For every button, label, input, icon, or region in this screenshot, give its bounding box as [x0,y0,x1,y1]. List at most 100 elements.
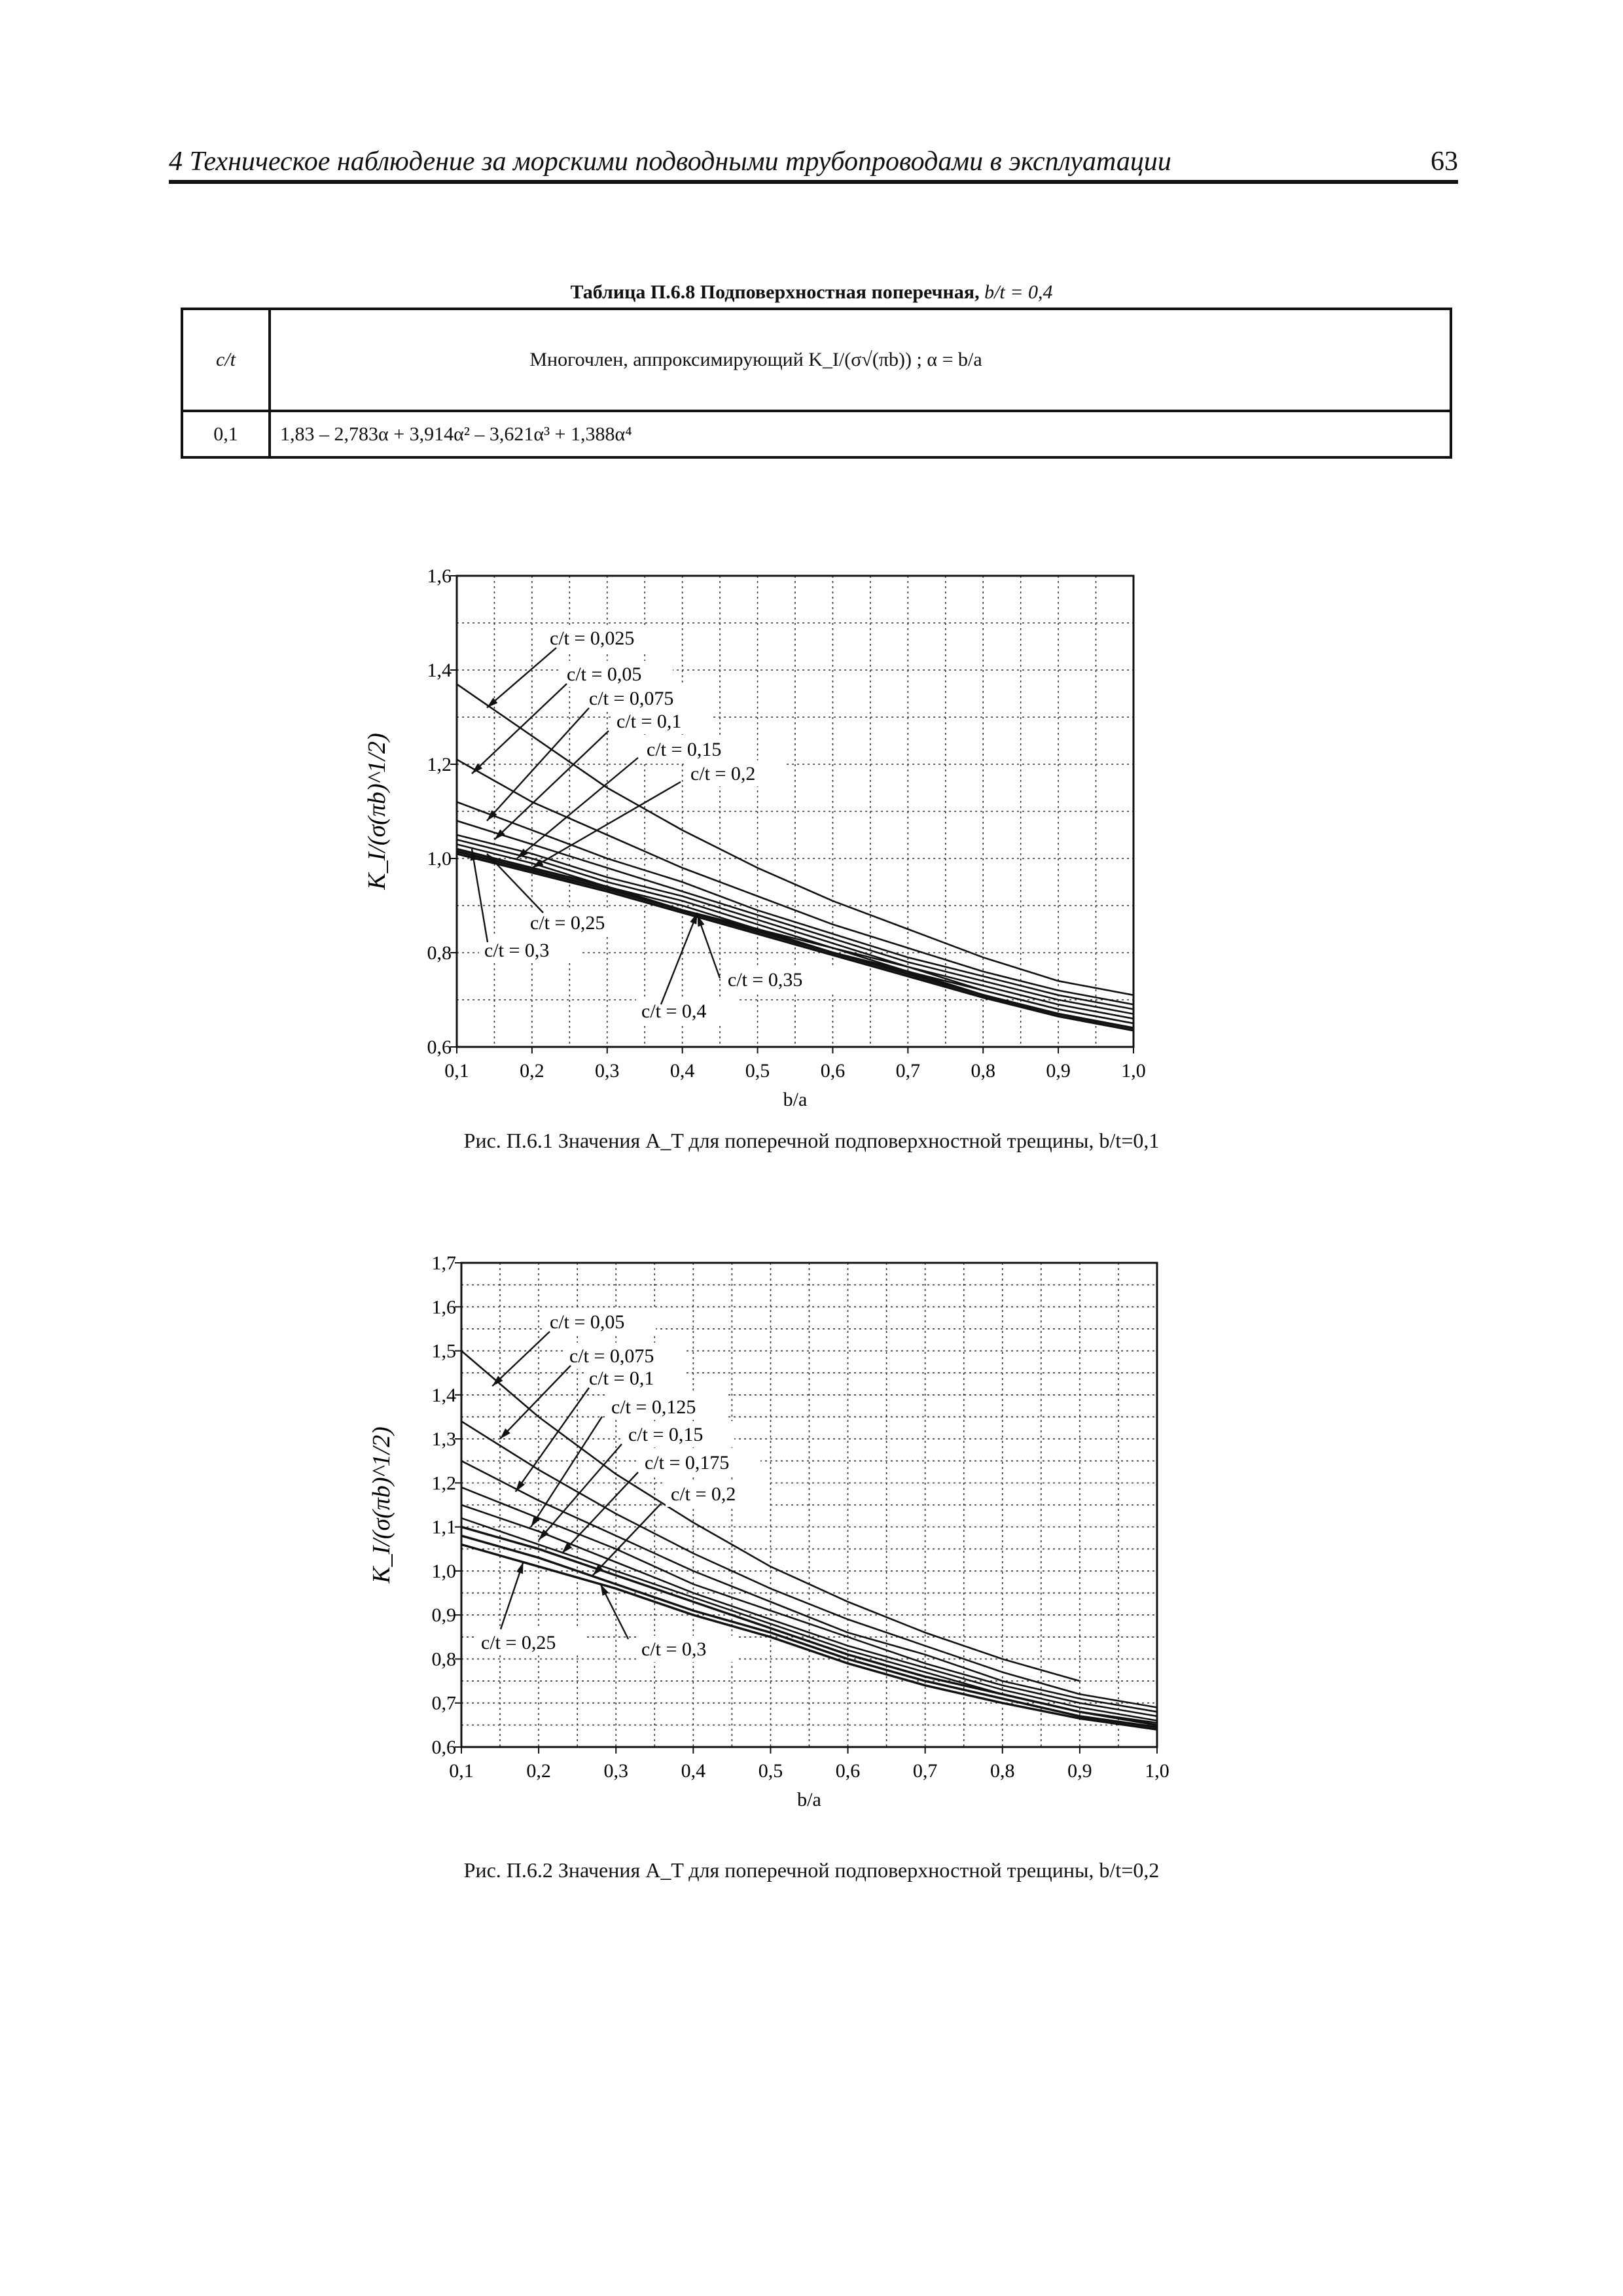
series-label-bg [639,1449,760,1475]
series-label-bg [666,1481,767,1507]
series-label: c/t = 0,075 [589,688,673,709]
y-tick-label: 0,9 [432,1604,457,1626]
label-arrow [531,781,681,869]
label-arrow [486,647,557,709]
arrow-head [600,1584,609,1596]
label-arrow [538,1443,622,1541]
label-arrow [471,849,489,943]
label-arrow [592,1503,662,1576]
series-line [456,843,1134,1025]
x-tick-label: 0,1 [444,1060,469,1082]
series-line [461,1534,1158,1729]
series-line [456,801,1134,1010]
series-line [461,1350,1080,1682]
plot-area: 0,1 0,2 0,3 0,4 0,5 0,6 0,7 0,8 0,9 1,0 0,6 0,8 1,0 1… [363,565,1146,1110]
label-arrow [514,1387,590,1492]
series-label: c/t = 0,05 [567,663,641,685]
y-axis-label: K_I/(σ(πb)^1/2) [368,1426,395,1584]
series-label: c/t = 0,3 [641,1638,706,1660]
series-label-bg [685,760,787,786]
arrow-head [486,810,497,821]
table-caption-suffix: b/t = 0,4 [984,281,1053,303]
label-arrow [561,1472,639,1554]
arrow-head [562,1542,573,1553]
y-axis-label: K_I/(σ(πb)^1/2) [363,733,391,891]
arrow-head [697,915,705,927]
series-label-bg [611,708,713,734]
arrow-head [471,763,483,774]
label-arrow [471,683,567,775]
cell-ct: 0,1 [181,410,271,459]
x-axis-label: b/a [783,1089,808,1110]
arrow-head [531,859,544,868]
series-line [456,758,1134,1006]
label-arrow [499,1562,524,1630]
y-tick-label: 1,6 [427,565,452,587]
series-label: c/t = 0,15 [647,739,721,760]
series-line [456,683,1134,997]
polynomial-table: c/t Многочлен, аппроксимирующий K_I/(σ√(… [181,308,1452,459]
arrow-head [516,1562,524,1574]
y-tick-label: 0,6 [427,1036,452,1058]
y-tick-label: 0,8 [432,1648,457,1670]
arrow-head [500,1428,510,1439]
page-header: 4 Техническое наблюдение за морскими под… [169,141,1458,184]
series-line [456,853,1134,1032]
series-label: c/t = 0,25 [481,1632,556,1653]
series-label-bg [722,966,834,993]
series-label-bg [606,1394,727,1420]
series-label-bg [476,1629,587,1655]
x-tick-label: 0,8 [990,1760,1015,1782]
y-tick-label: 1,5 [432,1341,457,1362]
arrow-head [592,1564,603,1576]
series-line [461,1504,1158,1722]
table-header-row: c/t Многочлен, аппроксимирующий K_I/(σ√(… [181,308,1452,412]
chart-1: 0,1 0,2 0,3 0,4 0,5 0,6 0,7 0,8 0,9 1,0 0,6 0,8 1,0 1… [363,565,1146,1110]
x-tick-label: 0,5 [758,1760,783,1782]
arrow-head [470,849,478,861]
arrow-head [516,848,528,858]
y-tick-label: 0,8 [427,942,452,964]
x-tick-label: 0,4 [670,1060,695,1082]
arrow-head [515,1480,525,1492]
label-arrow [493,730,609,841]
y-tick-label: 1,4 [427,660,452,681]
arrow-head [486,853,497,864]
y-tick-label: 1,3 [432,1428,457,1450]
series-label-bg [636,1636,738,1662]
y-tick-label: 1,1 [432,1517,457,1538]
label-arrow [486,853,544,913]
table-caption: Таблица П.6.8 Подповерхностная поперечна… [0,281,1623,304]
arrow-head [531,1515,541,1527]
header-polynomial: Многочлен, аппроксимирующий K_I/(σ√(πb))… [268,308,1452,412]
series-line [461,1421,1158,1708]
x-tick-label: 0,7 [913,1760,938,1782]
y-tick-label: 1,0 [432,1561,457,1582]
series-line [461,1460,1158,1713]
label-arrow [530,1416,603,1528]
x-tick-label: 0,3 [603,1760,628,1782]
series-label: c/t = 0,2 [690,763,755,785]
x-tick-label: 0,3 [595,1060,620,1082]
label-arrow [499,1365,571,1439]
series-line [456,850,1134,1029]
series-label: c/t = 0,1 [589,1368,654,1389]
label-arrow [491,1331,550,1387]
cell-polynomial: 1,83 – 2,783α + 3,914α² – 3,621α³ + 1,38… [268,410,1452,459]
label-arrow [660,912,698,1005]
y-tick-label: 1,7 [432,1252,457,1274]
series-label-bg [562,661,673,687]
series-label-bg [641,736,753,762]
chart-2: 0,1 0,2 0,3 0,4 0,5 0,6 0,7 0,8 0,9 1,0 0,6 0,7 0,8 0… [368,1252,1169,1810]
series-label-bg [544,625,666,651]
y-tick-label: 0,6 [432,1737,457,1758]
x-tick-label: 1,0 [1121,1060,1146,1082]
label-arrow [486,707,590,822]
arrow-head [690,912,698,925]
series-label: c/t = 0,3 [484,940,549,961]
figure-2-caption: Рис. П.6.2 Значения A_T для поперечной п… [463,1858,1160,1882]
series-line [461,1525,1158,1727]
x-tick-label: 0,4 [681,1760,706,1782]
y-tick-label: 1,4 [432,1385,457,1406]
series-line [456,834,1134,1020]
